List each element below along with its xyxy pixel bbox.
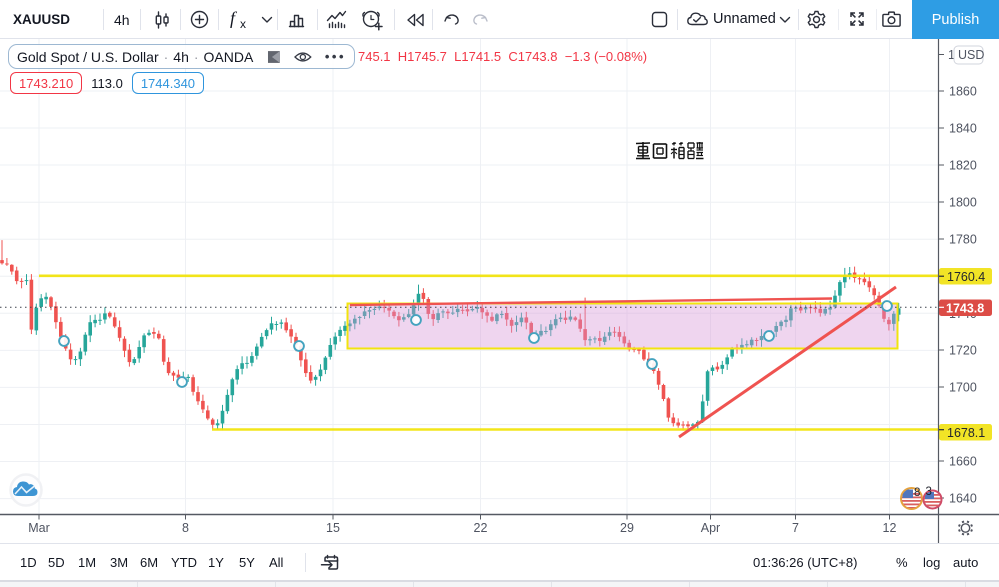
svg-text:15: 15	[326, 521, 340, 535]
svg-text:7: 7	[792, 521, 799, 535]
svg-text:1700: 1700	[949, 381, 977, 395]
svg-text:1760.4: 1760.4	[947, 270, 985, 284]
svg-text:12: 12	[883, 521, 897, 535]
svg-text:1660: 1660	[949, 455, 977, 469]
svg-text:1780: 1780	[949, 233, 977, 247]
svg-text:1860: 1860	[949, 85, 977, 99]
svg-text:Apr: Apr	[701, 521, 720, 535]
svg-text:1678.1: 1678.1	[947, 426, 985, 440]
svg-text:29: 29	[620, 521, 634, 535]
svg-text:1820: 1820	[949, 159, 977, 173]
svg-text:3: 3	[926, 486, 932, 498]
svg-text:1640: 1640	[949, 492, 977, 506]
svg-text:1840: 1840	[949, 122, 977, 136]
svg-text:1743.8: 1743.8	[946, 302, 984, 316]
svg-text:1: 1	[948, 48, 955, 62]
svg-text:USD: USD	[958, 48, 984, 62]
svg-text:1720: 1720	[949, 344, 977, 358]
svg-text:Mar: Mar	[28, 521, 50, 535]
svg-text:8: 8	[914, 487, 920, 499]
svg-text:22: 22	[474, 521, 488, 535]
svg-text:8: 8	[182, 521, 189, 535]
svg-text:1800: 1800	[949, 196, 977, 210]
